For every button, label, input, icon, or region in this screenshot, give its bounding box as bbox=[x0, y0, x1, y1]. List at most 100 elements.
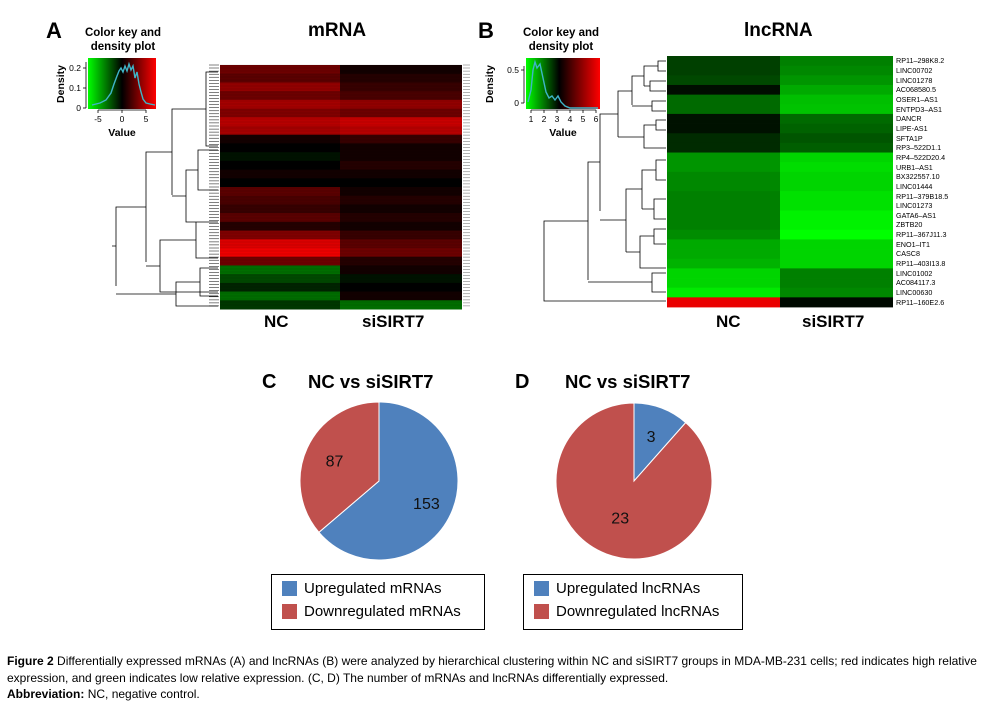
heatmap-a-cell bbox=[340, 65, 462, 75]
heatmap-a-cell bbox=[220, 274, 340, 284]
color-key-b-ylabel: Density bbox=[484, 65, 496, 103]
heatmap-b-cell bbox=[667, 191, 780, 202]
heatmap-b-cell bbox=[780, 56, 893, 67]
heatmap-b-cell bbox=[667, 171, 780, 182]
heatmap-b-cell bbox=[667, 133, 780, 144]
figure-caption: Figure 2 Differentially expressed mRNAs … bbox=[7, 653, 992, 703]
heatmap-a-cell bbox=[340, 282, 462, 293]
dendrogram-b bbox=[543, 60, 666, 302]
heatmap-a-cell bbox=[220, 300, 340, 310]
color-key-a-xtick-label-1: 0 bbox=[120, 114, 125, 124]
heatmap-b-cell bbox=[780, 220, 893, 231]
heatmap-b-cell bbox=[780, 152, 893, 163]
heatmap-b-cell bbox=[667, 200, 780, 211]
heatmap-b-cell bbox=[780, 278, 893, 289]
heatmap-b-cell bbox=[780, 297, 893, 308]
color-key-a-xtick-label-2: 5 bbox=[144, 114, 149, 124]
heatmap-a-cell bbox=[340, 91, 462, 101]
panel-letter-c: C bbox=[262, 371, 277, 393]
heatmap-a-col-label-sisirt7: siSIRT7 bbox=[362, 312, 425, 331]
heatmap-a-cell bbox=[220, 91, 340, 101]
heatmap-a-cell bbox=[340, 256, 462, 266]
color-key-title-a: Color key and density plot bbox=[80, 26, 166, 54]
pie-title-d: NC vs siSIRT7 bbox=[565, 371, 691, 392]
color-key-a-density-curve bbox=[91, 61, 156, 106]
heatmap-b-cell bbox=[780, 268, 893, 279]
pie-chart-d: 3 23 bbox=[555, 402, 713, 560]
heatmap-b-gene-label: GATA6–AS1 bbox=[896, 210, 937, 220]
legend-c-swatch-down bbox=[282, 604, 297, 619]
heatmap-b-cell bbox=[667, 181, 780, 192]
heatmap-a-cell bbox=[220, 178, 340, 188]
color-key-b-gradient bbox=[526, 58, 600, 109]
heatmap-a-cell bbox=[340, 291, 462, 301]
color-key-a-ytick-label-1: 0.1 bbox=[69, 83, 81, 93]
color-key-b-density-curve bbox=[527, 59, 598, 109]
heatmap-a-cell bbox=[220, 195, 340, 205]
heatmap-b-cell bbox=[667, 249, 780, 260]
heatmap-a-cell bbox=[220, 169, 340, 179]
heatmap-b-gene-label: AC084117.3 bbox=[896, 278, 936, 288]
heatmap-a-cell bbox=[340, 134, 462, 144]
color-key-b-xtick-label: 3 bbox=[555, 114, 560, 124]
heatmap-b-gene-label: LINC01278 bbox=[896, 75, 933, 85]
heatmap-b-gene-label: ZBTB20 bbox=[896, 220, 923, 230]
heatmap-b-cell bbox=[667, 94, 780, 105]
heatmap-b-cell bbox=[667, 113, 780, 124]
heatmap-b-cell bbox=[667, 278, 780, 289]
color-key-b-xlabel: Value bbox=[549, 127, 577, 139]
heatmap-b-cell bbox=[780, 123, 893, 134]
heatmap-a-cell bbox=[220, 73, 340, 83]
panel-letter-d: D bbox=[515, 371, 530, 393]
panel-letter-a: A bbox=[46, 18, 62, 43]
legend-d-label-down: Downregulated lncRNAs bbox=[556, 603, 720, 620]
heatmap-a-cell bbox=[340, 73, 462, 83]
color-key-title-a-line2: density plot bbox=[90, 41, 156, 53]
heatmap-b-cell bbox=[780, 287, 893, 298]
heatmap-a-cell bbox=[220, 143, 340, 153]
heatmap-b-cell bbox=[667, 123, 780, 134]
heatmap-a-cell bbox=[220, 65, 340, 75]
color-key-title-a-line1: Color key and bbox=[84, 27, 162, 39]
panel-letter-b: B bbox=[478, 18, 494, 43]
heatmap-b-cell bbox=[667, 297, 780, 308]
heatmap-b-cell bbox=[667, 56, 780, 67]
heatmap-a-cell bbox=[340, 187, 462, 197]
color-key-b-xtick-label: 1 bbox=[529, 114, 534, 124]
heatmap-title-b: lncRNA bbox=[744, 20, 813, 41]
heatmap-a-col-label-nc: NC bbox=[264, 312, 289, 331]
color-key-title-b-line2: density plot bbox=[528, 41, 594, 53]
heatmap-b-cell bbox=[780, 210, 893, 221]
heatmap-b-cell bbox=[780, 181, 893, 192]
color-key-a-xlabel: Value bbox=[108, 127, 136, 139]
pie-charts: 153 87 3 23 bbox=[299, 401, 713, 561]
heatmap-b-cell bbox=[780, 142, 893, 153]
heatmap-b-gene-label: SFTA1P bbox=[896, 133, 923, 143]
heatmap-b-cell bbox=[667, 268, 780, 279]
heatmap-a-cell bbox=[220, 291, 340, 301]
heatmap-b bbox=[667, 56, 893, 308]
heatmap-b-cell bbox=[780, 239, 893, 250]
heatmap-a-cell bbox=[220, 134, 340, 144]
heatmap-b-gene-label: LINC01273 bbox=[896, 201, 933, 211]
heatmap-b-gene-label: RP11–160E2.6 bbox=[896, 297, 945, 307]
heatmap-b-cell bbox=[667, 65, 780, 76]
heatmap-a-cell bbox=[340, 213, 462, 223]
heatmap-b-gene-label: RP11–379B18.5 bbox=[896, 191, 949, 201]
heatmap-a-cell bbox=[340, 195, 462, 205]
pie-chart-c-value-label-down: 87 bbox=[326, 454, 344, 471]
color-key-b-xtick-label: 2 bbox=[542, 114, 547, 124]
color-key-a-ytick-label-2: 0.2 bbox=[69, 63, 81, 73]
heatmap-b-cell bbox=[780, 171, 893, 182]
color-key-b-ytick-label-0: 0 bbox=[514, 98, 519, 108]
heatmap-a-cell bbox=[220, 99, 340, 110]
legend-d-item-down: Downregulated lncRNAs bbox=[534, 603, 719, 620]
heatmap-a-cell bbox=[340, 152, 462, 162]
color-key-a-ylabel: Density bbox=[55, 65, 67, 103]
heatmap-b-gene-label: CASC8 bbox=[896, 249, 920, 259]
heatmap-a-cell bbox=[220, 126, 340, 136]
dendrogram-a-leaves bbox=[209, 64, 470, 307]
heatmap-a-cell bbox=[340, 117, 462, 127]
heatmap-a-cell bbox=[340, 160, 462, 171]
